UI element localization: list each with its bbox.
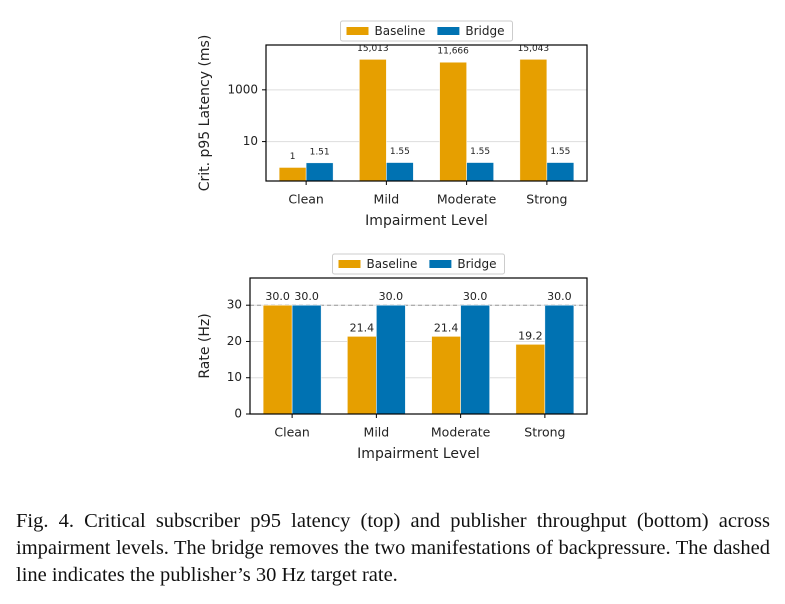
bar <box>359 59 387 182</box>
bar <box>460 304 490 415</box>
value-label: 1.55 <box>390 147 410 157</box>
y-axis-label: Rate (Hz) <box>197 313 213 378</box>
value-label: 11,666 <box>437 47 469 57</box>
value-label: 1.55 <box>470 147 490 157</box>
x-axis-label: Impairment Level <box>357 446 480 462</box>
legend-box <box>340 20 513 42</box>
bar <box>376 304 406 415</box>
value-label: 30.0 <box>265 290 290 303</box>
bar <box>305 162 334 182</box>
x-tick-label: Moderate <box>437 192 497 207</box>
value-label: 19.2 <box>518 329 543 342</box>
value-label: 21.4 <box>350 321 375 334</box>
x-tick-label: Clean <box>288 192 323 207</box>
bar <box>515 344 546 415</box>
x-tick-label: Moderate <box>431 425 491 440</box>
bar <box>291 304 322 415</box>
x-axis-label: Impairment Level <box>365 213 488 229</box>
bar <box>278 167 307 182</box>
value-label: 1 <box>290 152 296 162</box>
x-tick-label: Mild <box>364 425 390 440</box>
value-label: 30.0 <box>463 290 488 303</box>
plot-frame <box>265 44 588 182</box>
bar <box>546 162 575 182</box>
bar <box>262 304 293 415</box>
x-tick-label: Strong <box>524 425 565 440</box>
legend-swatch <box>429 260 452 268</box>
charts: 10 1000 Clean 1 1.51 Mild 15,013 1.55 Moderate 11… <box>197 20 588 462</box>
y-axis-label: Crit. p95 Latency (ms) <box>197 35 213 192</box>
value-label: 30.0 <box>294 290 319 303</box>
y-tick-label: 20 <box>227 334 242 348</box>
value-label: 30.0 <box>547 290 572 303</box>
plot-frame <box>249 277 588 415</box>
legend-swatch <box>338 260 361 268</box>
legend-box <box>332 253 505 275</box>
legend-swatch <box>437 27 460 35</box>
bar <box>466 162 494 182</box>
bar <box>347 336 377 415</box>
x-tick-label: Strong <box>526 192 567 207</box>
legend-label: Bridge <box>457 257 496 271</box>
bar <box>519 59 548 182</box>
x-tick-label: Mild <box>374 192 400 207</box>
legend-label: Baseline <box>367 257 418 271</box>
legend-label: Baseline <box>375 24 426 38</box>
caption: Fig. 4. Critical subscriber p95 latency … <box>16 510 770 586</box>
bar <box>544 304 575 415</box>
value-label: 21.4 <box>434 321 459 334</box>
y-tick-label: 1000 <box>227 82 258 96</box>
bar <box>439 61 467 182</box>
value-label: 1.55 <box>550 147 570 157</box>
value-label: 30.0 <box>379 290 404 303</box>
y-tick-label: 30 <box>227 298 242 312</box>
value-label: 15,013 <box>357 44 389 54</box>
bar <box>386 162 414 182</box>
value-label: 15,043 <box>518 44 550 54</box>
x-tick-label: Clean <box>274 425 309 440</box>
legend-swatch <box>346 27 369 35</box>
y-tick-label: 10 <box>227 370 242 384</box>
y-tick-label: 0 <box>234 407 242 421</box>
y-tick-label: 10 <box>243 134 258 148</box>
legend-label: Bridge <box>465 24 504 38</box>
value-label: 1.51 <box>310 147 330 157</box>
bar <box>431 336 461 415</box>
